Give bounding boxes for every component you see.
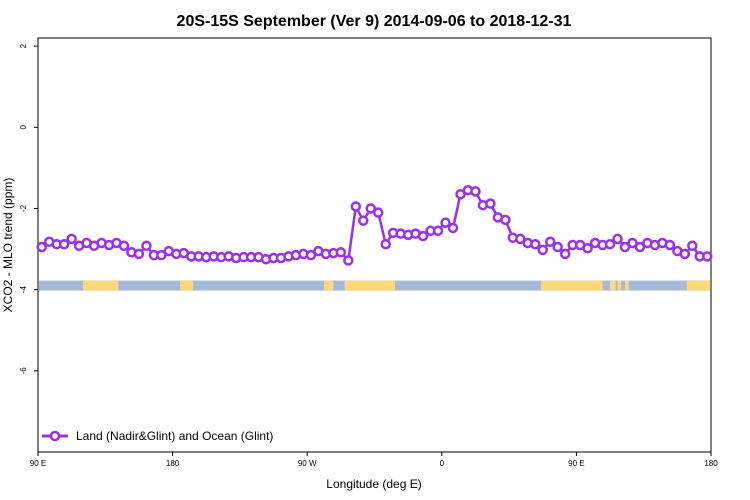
- y-tick-label: -4: [19, 286, 28, 294]
- data-point: [447, 222, 459, 234]
- data-point: [485, 198, 496, 209]
- land-segment: [324, 280, 334, 291]
- data-point: [305, 249, 317, 261]
- data-point: [544, 236, 556, 248]
- land-segment: [617, 280, 622, 291]
- x-tick-label: 90 E: [568, 459, 584, 468]
- x-axis-label: Longitude (deg E): [326, 477, 421, 491]
- data-point: [679, 248, 691, 260]
- data-point: [552, 241, 563, 253]
- data-point: [664, 239, 676, 251]
- data-point: [335, 247, 347, 258]
- legend: Land (Nadir&Glint) and Ocean (Glint): [42, 429, 273, 443]
- data-point: [66, 233, 77, 245]
- land-segment: [625, 280, 629, 291]
- data-point: [350, 201, 362, 212]
- data-point: [702, 251, 713, 262]
- data-point: [36, 241, 47, 253]
- x-tick-label: 90 W: [298, 459, 317, 468]
- y-tick-label: -6: [19, 367, 28, 375]
- data-point: [58, 238, 70, 250]
- legend-label: Land (Nadir&Glint) and Ocean (Glint): [76, 429, 273, 443]
- y-axis: 2 0 -2 -4 -6: [19, 43, 38, 374]
- data-point: [380, 238, 391, 250]
- data-point: [559, 248, 571, 260]
- x-tick-label: 180: [704, 459, 718, 468]
- x-tick-label: 0: [440, 459, 445, 468]
- land-segment: [180, 280, 194, 291]
- data-point: [627, 237, 638, 249]
- data-point: [440, 217, 451, 228]
- data-point: [530, 238, 541, 250]
- data-point: [612, 233, 623, 245]
- land-segment: [344, 280, 396, 291]
- data-point: [537, 244, 548, 256]
- data-point: [118, 240, 130, 252]
- surface-band: [39, 280, 710, 291]
- data-point: [133, 248, 145, 260]
- series-land-ocean: [36, 184, 713, 266]
- data-point: [156, 249, 167, 261]
- y-tick-label: -2: [19, 204, 28, 212]
- data-point: [141, 240, 152, 252]
- data-point: [604, 238, 616, 250]
- data-point: [343, 255, 354, 266]
- land-segment: [610, 280, 616, 291]
- land-segment: [686, 280, 710, 291]
- x-axis: 90 E 180 90 W 0 90 E 180: [30, 452, 718, 468]
- data-point: [358, 215, 369, 226]
- data-point: [372, 207, 384, 218]
- data-point: [470, 186, 481, 197]
- data-point: [432, 225, 444, 237]
- y-axis-label: XCO2 - MLO trend (ppm): [1, 178, 15, 313]
- data-point: [582, 242, 593, 254]
- data-point: [417, 230, 429, 242]
- legend-marker: [49, 430, 61, 442]
- y-tick-label: 2: [19, 43, 28, 48]
- land-segment: [540, 280, 603, 291]
- x-tick-label: 180: [166, 459, 180, 468]
- y-tick-label: 0: [19, 125, 28, 130]
- data-point: [500, 214, 511, 226]
- chart-title: 20S-15S September (Ver 9) 2014-09-06 to …: [177, 13, 572, 30]
- data-point: [687, 240, 698, 252]
- data-point: [634, 241, 646, 253]
- data-point: [455, 189, 466, 200]
- data-point: [515, 233, 526, 245]
- data-point: [619, 241, 631, 253]
- land-segment: [82, 280, 119, 291]
- data-point: [365, 203, 377, 214]
- x-tick-label: 90 E: [30, 459, 46, 468]
